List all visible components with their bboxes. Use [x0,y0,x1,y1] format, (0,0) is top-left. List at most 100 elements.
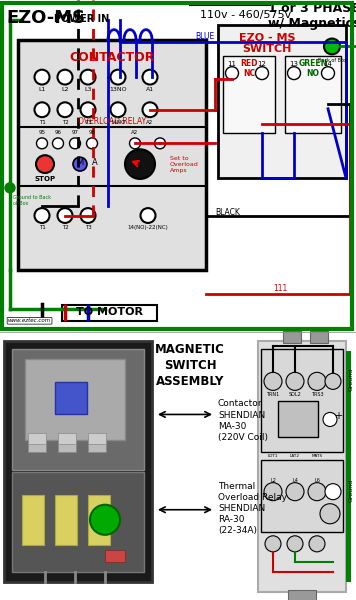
Circle shape [125,149,155,179]
Text: T1: T1 [38,119,45,125]
Text: POWER IN: POWER IN [54,14,110,24]
Bar [55,494,77,545]
Circle shape [130,138,141,149]
Circle shape [309,536,325,552]
Text: L1: L1 [38,87,46,92]
Text: www.eztec.com: www.eztec.com [8,318,51,323]
Text: EZO - MS
SWITCH: EZO - MS SWITCH [239,32,295,54]
Text: TRN1: TRN1 [266,392,279,397]
Text: Back of Box: Back of Box [318,58,346,64]
Text: GREEN
NO: GREEN NO [298,59,328,78]
Circle shape [36,155,54,173]
Bar [88,433,106,445]
Text: RED
NC: RED NC [240,59,258,78]
Text: T1: T1 [38,226,45,230]
Text: 12: 12 [257,61,266,67]
Text: 14(NO)-22(NC): 14(NO)-22(NC) [127,226,168,230]
Circle shape [35,208,49,223]
Circle shape [58,103,73,117]
Bar [55,382,87,415]
Text: T3: T3 [85,226,91,230]
Circle shape [324,38,340,55]
Circle shape [320,504,340,524]
Circle shape [69,138,80,149]
Bar [62,305,157,322]
Text: A: A [92,158,98,167]
Circle shape [58,208,73,223]
Text: L6: L6 [314,478,320,482]
Text: 11: 11 [227,61,236,67]
Text: T3: T3 [85,119,91,125]
Circle shape [35,103,49,117]
Bar [28,443,46,452]
Text: 110v - 460/575v: 110v - 460/575v [200,10,291,20]
Circle shape [80,70,95,85]
Text: MAGNETIC
SWITCH
ASSEMBLY: MAGNETIC SWITCH ASSEMBLY [155,343,225,388]
Text: Ground: Ground [349,478,354,502]
Text: 13: 13 [289,61,298,67]
Bar [18,40,206,270]
Circle shape [325,484,341,500]
Bar [88,494,110,545]
Text: 97: 97 [72,130,79,136]
Text: 14: 14 [324,61,333,67]
Circle shape [308,482,326,501]
Circle shape [287,536,303,552]
Text: 14NO: 14NO [110,119,126,125]
Circle shape [87,138,98,149]
Circle shape [264,373,282,391]
Circle shape [110,103,126,117]
Text: L2: L2 [61,87,69,92]
Text: Contactor
SHENDIAN
MA-30
(220V Coil): Contactor SHENDIAN MA-30 (220V Coil) [218,400,268,442]
Text: EZO-MS: EZO-MS [6,9,85,27]
Bar [261,460,343,532]
Text: CONTACTOR: CONTACTOR [69,52,155,64]
Bar [346,351,351,582]
Bar [28,433,46,445]
Bar [105,550,125,562]
Bar [310,331,328,343]
Bar [22,494,44,545]
Bar [285,56,341,133]
Bar [58,433,76,445]
Circle shape [5,183,15,193]
Circle shape [265,536,281,552]
Text: Ground to Back
of Box: Ground to Back of Box [13,195,51,206]
Text: L2: L2 [270,478,276,482]
Text: BLACK: BLACK [215,208,240,217]
Text: 111: 111 [273,284,287,293]
Text: L4: L4 [292,478,298,482]
Bar [25,359,125,440]
Circle shape [286,373,304,391]
Text: Ground: Ground [349,368,354,391]
Circle shape [325,373,341,389]
Bar [218,25,346,178]
Text: L3: L3 [84,87,92,92]
Text: 96: 96 [54,130,62,136]
Text: LOT1: LOT1 [268,454,278,458]
Text: A2: A2 [146,119,154,125]
Text: 1 or 3 PHASE
w/ Magnetics: 1 or 3 PHASE w/ Magnetics [268,2,356,31]
Circle shape [155,138,166,149]
Circle shape [142,70,157,85]
Bar [4,341,152,582]
Text: 98: 98 [89,130,95,136]
Circle shape [256,67,268,80]
Circle shape [80,103,95,117]
Circle shape [110,70,126,85]
Circle shape [288,67,300,80]
Circle shape [73,157,87,171]
Text: LAT2: LAT2 [290,454,300,458]
Text: 13NO: 13NO [109,87,127,92]
Circle shape [321,67,335,80]
Text: TRS3: TRS3 [311,392,323,397]
Text: SOL2: SOL2 [289,392,302,397]
Circle shape [35,70,49,85]
Circle shape [323,412,337,427]
Bar [12,472,144,572]
Bar [258,341,346,592]
Bar [283,331,301,343]
Text: Thermal
Overload Relay
SHENDIAN
RA-30
(22-34A): Thermal Overload Relay SHENDIAN RA-30 (2… [218,482,287,535]
Bar [223,56,275,133]
Circle shape [58,70,73,85]
